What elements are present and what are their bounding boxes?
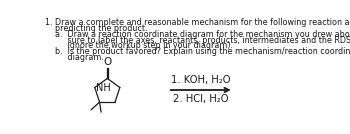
Text: sure to label the axes, reactants, products, intermediates and the RDS (you can: sure to label the axes, reactants, produ… <box>45 36 350 45</box>
Text: diagram.: diagram. <box>45 53 104 62</box>
Text: ignore the workup step in your diagram).: ignore the workup step in your diagram). <box>45 42 233 51</box>
Text: O: O <box>103 57 111 67</box>
Text: 1. Draw a complete and reasonable mechanism for the following reaction along the: 1. Draw a complete and reasonable mechan… <box>45 18 350 27</box>
Text: 2. HCl, H₂O: 2. HCl, H₂O <box>173 94 229 104</box>
Text: NH: NH <box>96 83 110 93</box>
Text: a.  Draw a reaction coordinate diagram for the mechanism you drew above being: a. Draw a reaction coordinate diagram fo… <box>45 30 350 39</box>
Text: b.  Is the product favored? Explain using the mechanism/reaction coordinate: b. Is the product favored? Explain using… <box>45 47 350 56</box>
Text: predicting the product.: predicting the product. <box>45 24 148 33</box>
Text: 1. KOH, H₂O: 1. KOH, H₂O <box>171 75 230 85</box>
